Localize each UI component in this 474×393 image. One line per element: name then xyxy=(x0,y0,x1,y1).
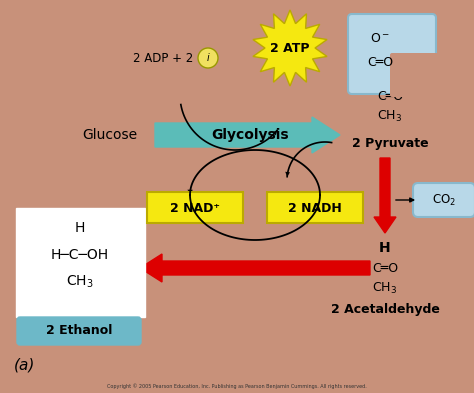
Circle shape xyxy=(198,48,218,68)
Text: 2 Acetaldehyde: 2 Acetaldehyde xyxy=(330,303,439,316)
Text: CH$_3$: CH$_3$ xyxy=(66,274,94,290)
Text: CO$_2$: CO$_2$ xyxy=(432,193,456,208)
FancyBboxPatch shape xyxy=(147,192,243,223)
FancyBboxPatch shape xyxy=(348,14,436,94)
Polygon shape xyxy=(253,10,327,86)
FancyBboxPatch shape xyxy=(17,317,141,345)
FancyArrow shape xyxy=(155,117,340,153)
Text: Glycolysis: Glycolysis xyxy=(211,128,289,142)
Text: 2 Ethanol: 2 Ethanol xyxy=(46,325,112,338)
FancyBboxPatch shape xyxy=(267,192,363,223)
FancyArrow shape xyxy=(374,158,396,233)
Text: 2 ATP: 2 ATP xyxy=(270,42,310,55)
Text: 2 NADH: 2 NADH xyxy=(288,202,342,215)
Text: Copyright © 2005 Pearson Education, Inc. Publishing as Pearson Benjamin Cummings: Copyright © 2005 Pearson Education, Inc.… xyxy=(107,383,367,389)
Text: i: i xyxy=(207,53,210,63)
Text: (a): (a) xyxy=(14,358,36,373)
Text: 2 Pyruvate: 2 Pyruvate xyxy=(352,136,428,149)
FancyBboxPatch shape xyxy=(390,53,439,97)
Text: 2 ADP + 2: 2 ADP + 2 xyxy=(133,51,193,64)
Text: C═O: C═O xyxy=(372,261,398,274)
FancyBboxPatch shape xyxy=(413,183,474,217)
Text: C═O: C═O xyxy=(377,90,403,103)
Text: CH$_3$: CH$_3$ xyxy=(373,281,398,296)
FancyBboxPatch shape xyxy=(16,208,145,317)
Text: O$^-$: O$^-$ xyxy=(370,31,390,44)
Text: H: H xyxy=(75,221,85,235)
Text: Glucose: Glucose xyxy=(82,128,137,142)
Text: C═O: C═O xyxy=(367,55,393,68)
Text: H─C─OH: H─C─OH xyxy=(51,248,109,262)
Text: 2 NAD⁺: 2 NAD⁺ xyxy=(170,202,220,215)
Text: H: H xyxy=(379,241,391,255)
FancyArrow shape xyxy=(140,254,370,282)
Text: CH$_3$: CH$_3$ xyxy=(377,108,402,123)
